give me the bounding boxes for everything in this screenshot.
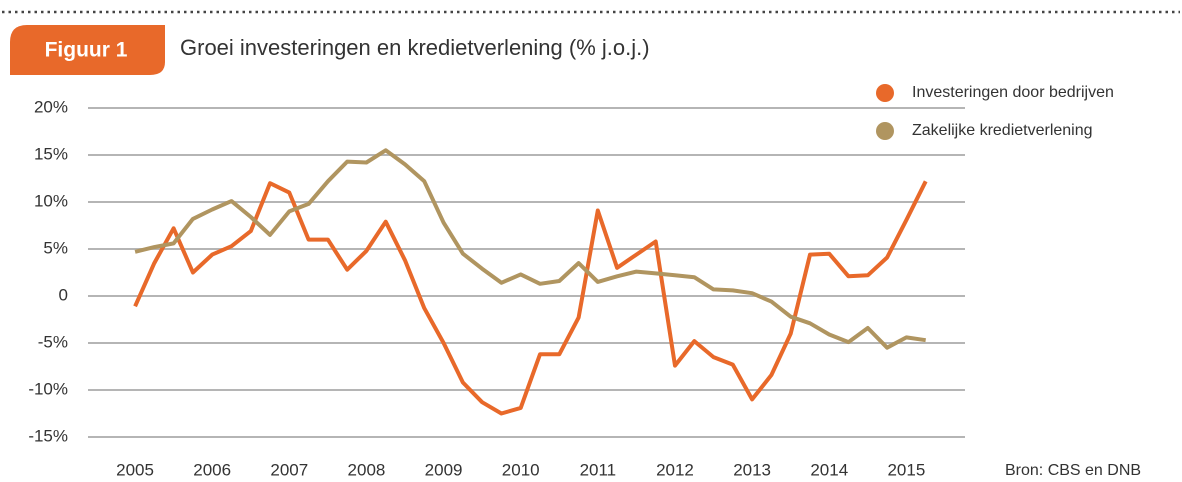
legend-marker: [876, 84, 894, 102]
x-tick-label: 2011: [580, 460, 617, 479]
y-tick-label: 0: [59, 285, 68, 304]
y-tick-label: 20%: [34, 97, 68, 116]
y-tick-label: -15%: [28, 426, 68, 445]
x-tick-label: 2012: [656, 460, 694, 479]
y-tick-label: -10%: [28, 379, 68, 398]
x-tick-label: 2010: [502, 460, 540, 479]
badge: Figuur 1: [45, 39, 128, 62]
x-tick-label: 2009: [425, 460, 463, 479]
x-tick-label: 2014: [810, 460, 848, 479]
x-tick-label: 2007: [270, 460, 308, 479]
x-tick-label: 2015: [887, 460, 925, 479]
y-tick-label: 15%: [34, 144, 68, 163]
legend-label: Zakelijke kredietverlening: [912, 122, 1093, 139]
legend-marker: [876, 122, 894, 140]
source: Bron: CBS en DNB: [1005, 462, 1141, 479]
x-tick-label: 2008: [348, 460, 386, 479]
series-line: [134, 148, 926, 350]
badge-tab: [10, 25, 165, 75]
x-tick-label: 2005: [116, 460, 154, 479]
y-tick-label: 5%: [43, 238, 68, 257]
x-tick-label: 2013: [733, 460, 771, 479]
x-tick-label: 2006: [193, 460, 231, 479]
y-tick-label: -5%: [38, 332, 68, 351]
y-tick-label: 10%: [34, 191, 68, 210]
legend-label: Investeringen door bedrijven: [912, 84, 1114, 101]
chart-title: Groei investeringen en kredietverlening …: [180, 35, 650, 60]
series-line: [133, 180, 928, 416]
